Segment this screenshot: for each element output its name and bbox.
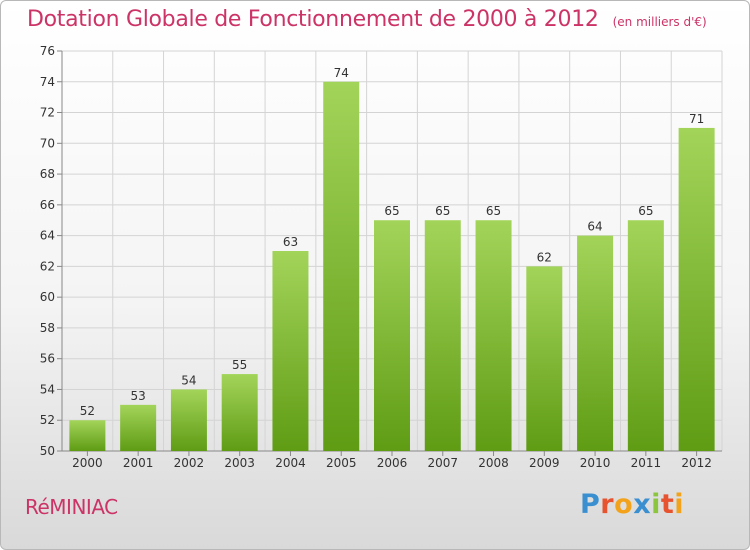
x-tick-label-2009: 2009 (529, 456, 560, 470)
y-tick-label: 66 (40, 198, 55, 212)
logo-letter: t (660, 489, 675, 520)
data-label-2011: 65 (638, 204, 653, 218)
x-tick-label-2008: 2008 (478, 456, 509, 470)
data-label-2012: 71 (689, 112, 704, 126)
y-tick-label: 52 (40, 413, 55, 427)
y-tick-label: 68 (40, 167, 55, 181)
commune-name: RéMINIAC (25, 495, 118, 519)
y-tick-label: 58 (40, 321, 55, 335)
x-tick-label-2000: 2000 (72, 456, 103, 470)
y-tick-label: 64 (40, 229, 55, 243)
data-label-2002: 54 (181, 373, 196, 387)
logo-letter: i (651, 489, 661, 520)
x-tick-label-2006: 2006 (377, 456, 408, 470)
title-line: Dotation Globale de Fonctionnement de 20… (27, 7, 707, 32)
logo-letter: r (600, 489, 615, 520)
x-tick-label-2004: 2004 (275, 456, 306, 470)
data-label-2000: 52 (80, 404, 95, 418)
x-tick-label-2005: 2005 (326, 456, 357, 470)
data-label-2008: 65 (486, 204, 501, 218)
data-label-2005: 74 (334, 66, 349, 80)
y-tick-label: 76 (40, 44, 55, 58)
bar-2012[interactable] (678, 127, 715, 451)
bar-2009[interactable] (526, 266, 563, 451)
x-tick-label-2011: 2011 (631, 456, 662, 470)
bar-2003[interactable] (221, 374, 258, 451)
logo-letter: o (614, 489, 634, 520)
bar-2004[interactable] (272, 251, 309, 451)
x-tick-label-2001: 2001 (123, 456, 154, 470)
bars (69, 81, 715, 452)
x-tick-label-2012: 2012 (681, 456, 712, 470)
data-label-2010: 64 (587, 220, 602, 234)
y-tick-label: 56 (40, 352, 55, 366)
bar-2002[interactable] (170, 389, 207, 451)
x-tick-label-2002: 2002 (174, 456, 205, 470)
data-label-2009: 62 (537, 250, 552, 264)
bar-2008[interactable] (475, 220, 512, 451)
bar-2007[interactable] (424, 220, 461, 451)
y-tick-label: 60 (40, 290, 55, 304)
bar-2011[interactable] (627, 220, 664, 451)
y-tick-label: 70 (40, 136, 55, 150)
data-label-2003: 55 (232, 358, 247, 372)
bar-2006[interactable] (374, 220, 410, 451)
chart-subtitle: (en milliers d'€) (612, 15, 707, 29)
chart-title: Dotation Globale de Fonctionnement de 20… (27, 7, 599, 32)
data-label-2006: 65 (384, 204, 399, 218)
logo-letter: P (580, 489, 601, 520)
bar-2005[interactable] (323, 81, 360, 452)
labels: 50 52 54 56 58 60 62 64 66 68 70 72 74 76 52 2000 53 2001… (40, 44, 712, 470)
x-tick-label-2003: 2003 (224, 456, 255, 470)
logo-letter: i (674, 489, 685, 520)
data-label-2007: 65 (435, 204, 450, 218)
data-label-2004: 63 (283, 235, 298, 249)
logo-letter: x (633, 489, 652, 520)
proxiti-logo[interactable]: Proxiti (580, 489, 684, 520)
bar-2010[interactable] (577, 235, 614, 451)
bar-2001[interactable] (120, 404, 157, 451)
bar-2000[interactable] (69, 420, 106, 451)
y-tick-label: 62 (40, 259, 55, 273)
y-tick-label: 72 (40, 106, 55, 120)
y-tick-label: 74 (40, 75, 55, 89)
x-tick-label-2010: 2010 (580, 456, 611, 470)
y-tick-label: 50 (40, 444, 55, 458)
y-tick-label: 54 (40, 382, 55, 396)
data-label-2001: 53 (131, 389, 146, 403)
x-tick-label-2007: 2007 (427, 456, 458, 470)
